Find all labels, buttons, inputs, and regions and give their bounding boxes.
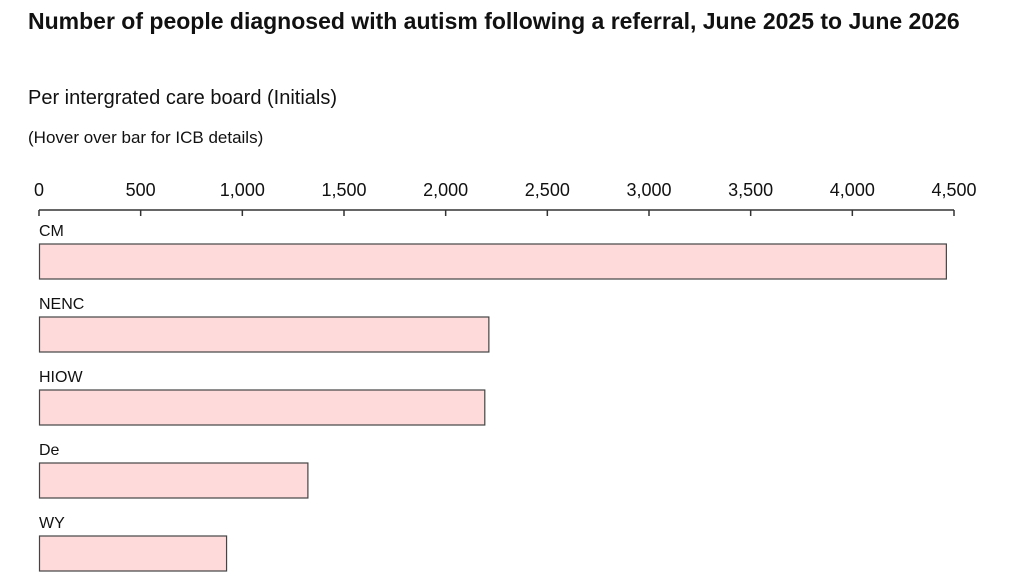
bar[interactable] [38, 535, 228, 572]
bar[interactable] [38, 462, 309, 499]
chart-subtitle: Per intergrated care board (Initials) [28, 87, 338, 109]
category-label: NENC [39, 296, 84, 313]
chart-title: Number of people diagnosed with autism f… [28, 8, 960, 34]
x-tick-label: 500 [126, 180, 156, 200]
x-tick-label: 3,500 [728, 180, 773, 200]
x-tick-label: 1,000 [220, 180, 265, 200]
x-tick-label: 2,000 [423, 180, 468, 200]
bar[interactable] [38, 243, 947, 280]
category-label: CM [39, 223, 64, 240]
category-label: HIOW [39, 369, 83, 386]
hover-hint: (Hover over bar for ICB details) [28, 128, 264, 147]
x-tick-label: 4,000 [830, 180, 875, 200]
x-tick-label: 0 [34, 180, 44, 200]
bar[interactable] [38, 316, 490, 353]
bar[interactable] [38, 389, 486, 426]
x-tick-label: 3,000 [626, 180, 671, 200]
x-tick-label: 2,500 [525, 180, 570, 200]
x-tick-label: 1,500 [321, 180, 366, 200]
category-label: De [39, 442, 60, 459]
x-axis: 0 500 1,000 1,500 2,000 2,500 3,000 3,500 4,000 4… [34, 180, 977, 216]
bar-series: CM NENC HIOW De WY [38, 223, 947, 572]
x-tick-label: 4,500 [931, 180, 976, 200]
category-label: WY [39, 515, 65, 532]
